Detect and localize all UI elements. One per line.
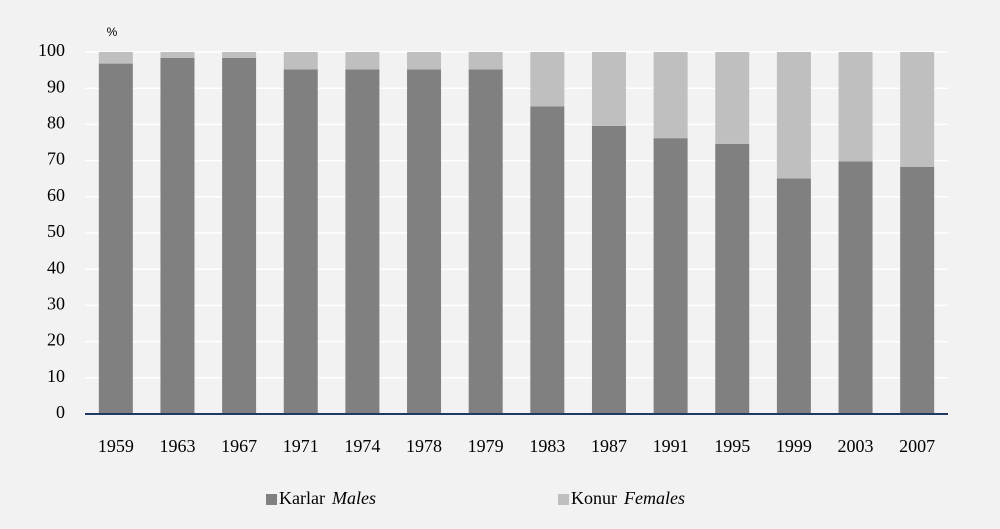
bar-segment — [591, 125, 626, 415]
bar-segment — [776, 52, 811, 179]
y-tick-label: 70 — [47, 149, 65, 169]
y-tick-label: 90 — [47, 76, 65, 96]
legend-label: Karlar Males — [279, 488, 376, 508]
legend-name: Konur — [571, 488, 617, 508]
x-tick-label: 1979 — [468, 436, 504, 456]
bar-segment — [900, 52, 935, 167]
legend-name-en: Females — [623, 488, 685, 508]
x-tick-label: 1999 — [776, 436, 812, 456]
bar-segment — [838, 161, 873, 414]
bar-segment — [283, 52, 318, 70]
y-tick-label: 40 — [47, 257, 65, 277]
bar-segment — [776, 178, 811, 414]
bar-segment — [98, 52, 133, 64]
bar-segment — [715, 52, 750, 144]
bar-segment — [345, 69, 380, 414]
x-tick-label: 1991 — [653, 436, 689, 456]
x-tick-label: 2007 — [899, 436, 935, 456]
bar-segment — [407, 52, 442, 70]
bar-segment — [345, 52, 380, 70]
x-tick-label: 1959 — [98, 436, 134, 456]
x-tick-label: 1963 — [159, 436, 195, 456]
bar-segment — [715, 143, 750, 414]
x-tick-label: 1995 — [714, 436, 750, 456]
bar-segment — [900, 166, 935, 414]
y-tick-label: 80 — [47, 113, 65, 133]
x-tick-label: 1967 — [221, 436, 257, 456]
unit-label: % — [107, 25, 118, 39]
bar-segment — [530, 106, 565, 415]
legend-name: Karlar — [279, 488, 325, 508]
y-tick-label: 100 — [38, 40, 65, 60]
y-tick-label: 50 — [47, 221, 65, 241]
bar-segment — [98, 63, 133, 415]
bar-segment — [468, 52, 503, 70]
x-tick-label: 1971 — [283, 436, 319, 456]
y-tick-label: 20 — [47, 330, 65, 350]
bar-segment — [407, 69, 442, 414]
x-tick-label: 1974 — [344, 436, 380, 456]
bar-segment — [530, 52, 565, 107]
legend-swatch — [266, 494, 277, 505]
x-tick-label: 2003 — [838, 436, 874, 456]
y-tick-label: 60 — [47, 185, 65, 205]
bar-segment — [468, 69, 503, 414]
legend-label: Konur Females — [571, 488, 685, 508]
bar-segment — [838, 52, 873, 162]
bar-segment — [222, 57, 257, 415]
x-tick-label: 1978 — [406, 436, 442, 456]
x-tick-label: 1983 — [529, 436, 565, 456]
legend-name-en: Males — [331, 488, 376, 508]
bar-segment — [283, 69, 318, 414]
y-tick-label: 30 — [47, 294, 65, 314]
y-tick-label: 10 — [47, 366, 65, 386]
bar-segment — [653, 52, 688, 139]
bar-segment — [591, 52, 626, 126]
legend-swatch — [558, 494, 569, 505]
bar-segment — [160, 57, 195, 415]
bar-segment — [160, 52, 195, 58]
bar-segment — [653, 138, 688, 414]
x-tick-label: 1987 — [591, 436, 627, 456]
y-tick-label: 0 — [56, 402, 65, 422]
bar-segment — [222, 52, 257, 58]
